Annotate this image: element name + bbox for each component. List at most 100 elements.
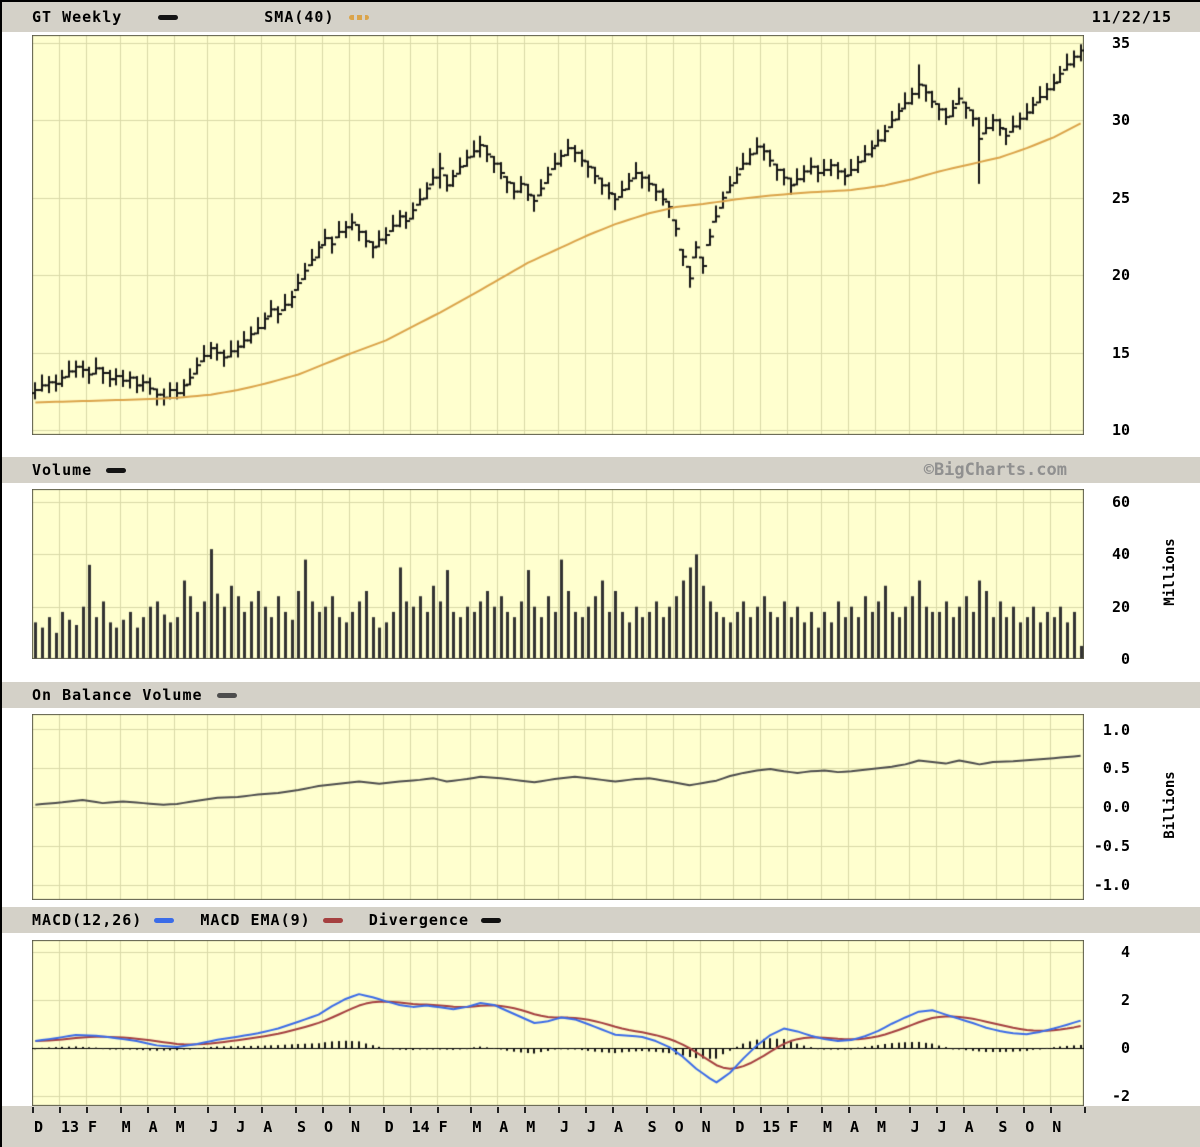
- month-label: 15: [762, 1118, 781, 1136]
- month-label: M: [526, 1118, 536, 1136]
- month-label: S: [297, 1118, 307, 1136]
- month-label: F: [87, 1118, 97, 1136]
- month-label: S: [998, 1118, 1008, 1136]
- month-label: M: [175, 1118, 185, 1136]
- month-label: J: [937, 1118, 947, 1136]
- month-label: D: [384, 1118, 394, 1136]
- macd-chart-canvas: [32, 940, 1084, 1106]
- month-tick: [996, 1107, 998, 1113]
- month-tick: [1023, 1107, 1025, 1113]
- month-tick: [410, 1107, 412, 1113]
- month-tick: [437, 1107, 439, 1113]
- month-tick: [59, 1107, 61, 1113]
- month-tick: [322, 1107, 324, 1113]
- month-tick: [787, 1107, 789, 1113]
- month-label: D: [34, 1118, 44, 1136]
- volume-bar: Volume ©BigCharts.com: [2, 457, 1200, 483]
- price-chart-canvas: [32, 35, 1084, 435]
- y-tick-label: 1.0: [1102, 720, 1130, 739]
- volume-chart-canvas: [32, 489, 1084, 659]
- y-tick-label: 15: [1111, 343, 1130, 362]
- month-label: A: [613, 1118, 623, 1136]
- y-tick-label: 20: [1111, 266, 1130, 285]
- month-tick: [760, 1107, 762, 1113]
- month-tick: [295, 1107, 297, 1113]
- macd-ema-legend-label: MACD EMA(9): [200, 911, 311, 929]
- y-tick-label: 40: [1111, 545, 1130, 564]
- month-label: 13: [60, 1118, 80, 1136]
- month-tick: [1084, 1107, 1086, 1113]
- x-axis-bar: [2, 1106, 1200, 1147]
- y-tick-label: 30: [1111, 111, 1130, 130]
- month-label: J: [586, 1118, 596, 1136]
- month-label: O: [674, 1118, 684, 1136]
- month-label: A: [964, 1118, 974, 1136]
- month-tick: [558, 1107, 560, 1113]
- month-label: M: [472, 1118, 482, 1136]
- month-label: S: [647, 1118, 657, 1136]
- volume-label: Volume: [32, 461, 93, 479]
- y-tick-label: 0: [1120, 650, 1130, 668]
- month-tick: [585, 1107, 587, 1113]
- month-tick: [733, 1107, 735, 1113]
- sma-swatch-icon: [348, 14, 369, 20]
- y-tick-label: 20: [1111, 597, 1130, 616]
- month-tick: [909, 1107, 911, 1113]
- macd-ema-swatch-icon: [322, 917, 343, 923]
- month-tick: [261, 1107, 263, 1113]
- month-tick: [470, 1107, 472, 1113]
- month-label: M: [121, 1118, 131, 1136]
- bigcharts-watermark: ©BigCharts.com: [923, 460, 1067, 480]
- y-tick-label: 25: [1111, 188, 1130, 207]
- macd-bar: MACD(12,26) MACD EMA(9) Divergence: [2, 907, 1200, 933]
- month-label: O: [323, 1118, 333, 1136]
- price-series-swatch-icon: [158, 14, 179, 20]
- chart-date: 11/22/15: [1091, 8, 1172, 26]
- month-label: F: [789, 1118, 799, 1136]
- month-tick: [497, 1107, 499, 1113]
- month-tick: [86, 1107, 88, 1113]
- obv-chart-canvas: [32, 714, 1084, 900]
- y-tick-label: -0.5: [1093, 836, 1130, 855]
- month-label: O: [1025, 1118, 1035, 1136]
- month-tick: [147, 1107, 149, 1113]
- month-tick: [673, 1107, 675, 1113]
- macd-legend-label: MACD(12,26): [32, 911, 143, 929]
- volume-swatch-icon: [106, 467, 127, 473]
- month-label: J: [209, 1118, 219, 1136]
- divergence-swatch-icon: [481, 917, 501, 923]
- month-label: M: [823, 1118, 833, 1136]
- month-tick: [963, 1107, 965, 1113]
- y-tick-label: 10: [1111, 421, 1130, 440]
- obv-unit-label: Billions: [1162, 771, 1178, 839]
- volume-unit-label: Millions: [1162, 538, 1178, 606]
- divergence-legend-label: Divergence: [368, 911, 469, 929]
- y-tick-label: 60: [1111, 493, 1130, 512]
- month-tick: [174, 1107, 176, 1113]
- month-label: D: [735, 1118, 745, 1136]
- month-label: J: [910, 1118, 920, 1136]
- month-tick: [875, 1107, 877, 1113]
- month-tick: [120, 1107, 122, 1113]
- month-label: N: [701, 1118, 711, 1136]
- obv-bar: On Balance Volume: [2, 682, 1200, 708]
- header-bar: GT Weekly SMA(40) 11/22/15: [2, 2, 1200, 32]
- y-tick-label: 0: [1120, 1039, 1130, 1058]
- month-tick: [383, 1107, 385, 1113]
- month-tick: [646, 1107, 648, 1113]
- y-tick-label: -1.0: [1093, 875, 1130, 894]
- month-tick: [821, 1107, 823, 1113]
- y-tick-label: 0.0: [1102, 798, 1130, 816]
- month-label: J: [236, 1118, 246, 1136]
- y-tick-label: 0.5: [1102, 759, 1130, 778]
- month-label: 14: [411, 1118, 430, 1136]
- macd-swatch-icon: [154, 917, 175, 923]
- month-tick: [32, 1107, 34, 1113]
- y-tick-label: 2: [1120, 991, 1130, 1010]
- month-tick: [612, 1107, 614, 1113]
- month-label: N: [1052, 1118, 1062, 1136]
- month-label: N: [350, 1118, 360, 1136]
- month-tick: [349, 1107, 351, 1113]
- symbol-title: GT Weekly: [32, 8, 123, 26]
